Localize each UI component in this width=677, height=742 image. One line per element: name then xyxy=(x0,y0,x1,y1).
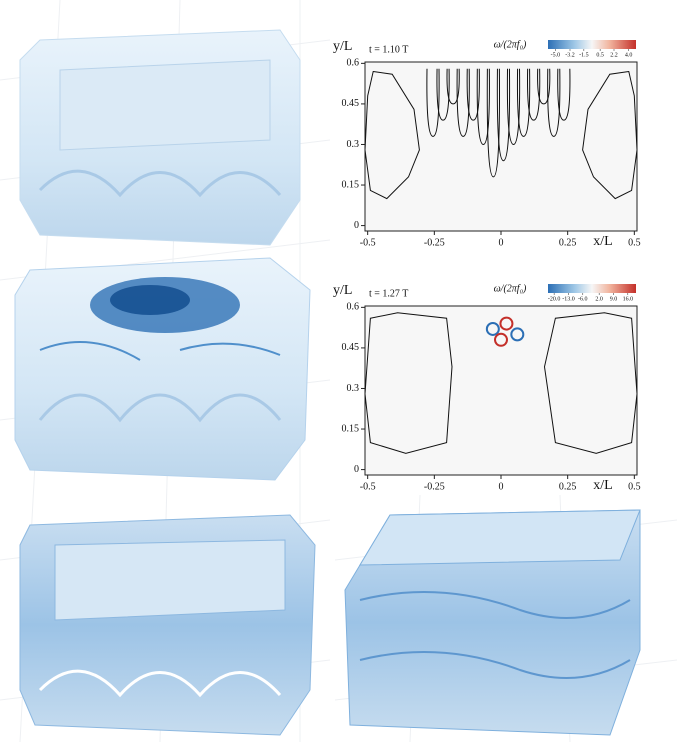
colorbar-tick-label: -1.5 xyxy=(579,52,589,58)
time-label: t = 1.27 T xyxy=(369,288,408,299)
colorbar-label: ω/(2πf₀) xyxy=(494,283,527,294)
colorbar-tick-label: -3.2 xyxy=(565,52,575,58)
y-tick-label: 0.6 xyxy=(347,302,360,313)
colorbar-tick-label: -13.0 xyxy=(562,296,575,302)
y-tick-label: 0.6 xyxy=(347,58,360,69)
colorbar-label: ω/(2πf₀) xyxy=(494,39,527,50)
colorbar-tick-label: 0.5 xyxy=(596,52,604,58)
x-tick-label: -0.5 xyxy=(360,237,376,248)
y-axis-label: y/L xyxy=(333,39,352,54)
y-tick-label: 0.15 xyxy=(342,423,360,434)
colorbar-tick-label: 2.0 xyxy=(595,296,603,302)
colorbar-tick-label: 16.0 xyxy=(623,296,634,302)
y-tick-label: 0.3 xyxy=(347,383,360,394)
render-top-left xyxy=(20,30,300,245)
y-tick-label: 0.15 xyxy=(342,179,360,190)
render-bottom-left xyxy=(20,515,315,735)
x-tick-label: -0.25 xyxy=(424,481,445,492)
colorbar-tick-label: 2.2 xyxy=(610,52,618,58)
render-middle-left xyxy=(15,258,310,480)
colorbar-tick-label: 4.0 xyxy=(625,52,633,58)
x-tick-label: 0 xyxy=(499,481,504,492)
x-tick-label: -0.5 xyxy=(360,481,376,492)
x-tick-label: -0.25 xyxy=(424,237,445,248)
plot-frame xyxy=(365,62,637,231)
y-tick-label: 0 xyxy=(354,464,359,475)
colorbar-tick-label: 9.0 xyxy=(610,296,618,302)
plot-frame xyxy=(365,306,637,475)
x-tick-label: 0 xyxy=(499,237,504,248)
x-tick-label: 0.5 xyxy=(628,237,641,248)
x-axis-label: x/L xyxy=(593,478,612,493)
y-tick-label: 0 xyxy=(354,220,359,231)
y-tick-label: 0.45 xyxy=(342,98,360,109)
time-label: t = 1.10 T xyxy=(369,44,408,55)
colorbar-tick-label: -6.0 xyxy=(578,296,588,302)
render-bottom-right xyxy=(345,510,640,735)
colorbar xyxy=(548,284,636,293)
y-axis-label: y/L xyxy=(333,283,352,298)
y-tick-label: 0.3 xyxy=(347,139,360,150)
x-tick-label: 0.5 xyxy=(628,481,641,492)
figure: 0 0.15 0.3 0.45 0.6 -0.5 -0.25 0 0.25 0.5 y/L x/L t … xyxy=(0,0,677,742)
vorticity-plots: 0 0.15 0.3 0.45 0.6 -0.5 -0.25 0 0.25 0.5 y/L x/L t … xyxy=(333,39,641,493)
x-tick-label: 0.25 xyxy=(559,481,577,492)
y-tick-label: 0.45 xyxy=(342,342,360,353)
x-axis-label: x/L xyxy=(593,234,612,249)
colorbar xyxy=(548,40,636,49)
x-tick-label: 0.25 xyxy=(559,237,577,248)
colorbar-tick-label: -20.0 xyxy=(548,296,561,302)
colorbar-tick-label: -5.0 xyxy=(551,52,561,58)
